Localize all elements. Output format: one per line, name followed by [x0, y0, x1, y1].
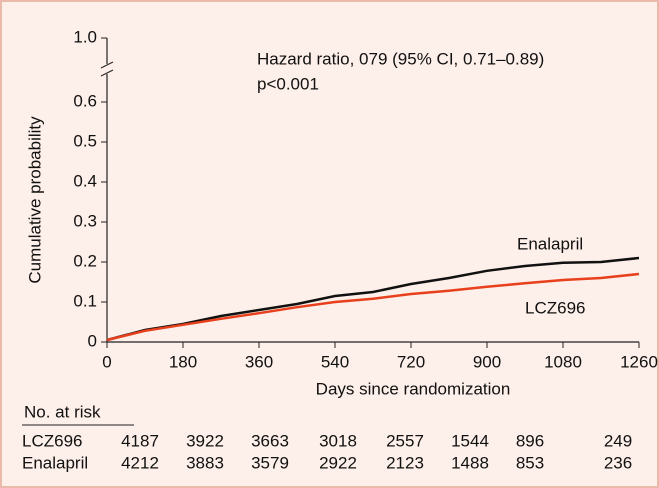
axis-break	[100, 61, 114, 69]
risk-value: 236	[604, 453, 632, 472]
annotation: p<0.001	[257, 74, 319, 93]
axis-break	[100, 69, 114, 77]
risk-value: 1488	[451, 453, 489, 472]
x-tick-label: 540	[321, 352, 349, 371]
risk-row-name: Enalapril	[22, 453, 88, 472]
risk-value: 3018	[319, 431, 357, 450]
annotation: Hazard ratio, 079 (95% CI, 0.71–0.89)	[257, 49, 544, 68]
x-tick-label: 360	[245, 352, 273, 371]
risk-value: 4187	[121, 431, 159, 450]
risk-value: 2123	[386, 453, 424, 472]
risk-row-name: LCZ696	[22, 431, 82, 450]
x-tick-label: 0	[102, 352, 111, 371]
risk-value: 853	[516, 453, 544, 472]
y-tick-label: 0.2	[73, 251, 97, 270]
risk-value: 4212	[121, 453, 159, 472]
risk-value: 896	[516, 431, 544, 450]
y-tick-label: 0.1	[73, 291, 97, 310]
y-tick-label: 0	[88, 331, 97, 350]
risk-table-title: No. at risk	[24, 402, 101, 421]
x-tick-label: 1080	[544, 352, 582, 371]
risk-value: 3883	[186, 453, 224, 472]
y-tick-label: 0.6	[73, 91, 97, 110]
risk-value: 1544	[451, 431, 489, 450]
y-axis-label: Cumulative probability	[25, 116, 44, 284]
y-tick-label: 0.5	[73, 131, 97, 150]
series-line	[106, 272, 640, 342]
legend-label: Enalapril	[517, 234, 583, 253]
risk-value: 249	[604, 431, 632, 450]
legend-label: LCZ696	[525, 298, 585, 317]
risk-value: 2557	[386, 431, 424, 450]
risk-value: 2922	[319, 453, 357, 472]
y-tick-label: 0.4	[73, 171, 97, 190]
y-tick-label: 1.0	[73, 27, 97, 46]
x-tick-label: 900	[473, 352, 501, 371]
x-tick-label: 720	[397, 352, 425, 371]
y-tick-label: 0.3	[73, 211, 97, 230]
risk-value: 3663	[251, 431, 289, 450]
x-tick-label: 180	[169, 352, 197, 371]
x-tick-label: 1260	[620, 352, 658, 371]
risk-value: 3579	[251, 453, 289, 472]
series-line	[106, 256, 640, 342]
x-axis-label: Days since randomization	[316, 379, 511, 398]
axis-break-gap	[101, 64, 113, 74]
risk-value: 3922	[186, 431, 224, 450]
